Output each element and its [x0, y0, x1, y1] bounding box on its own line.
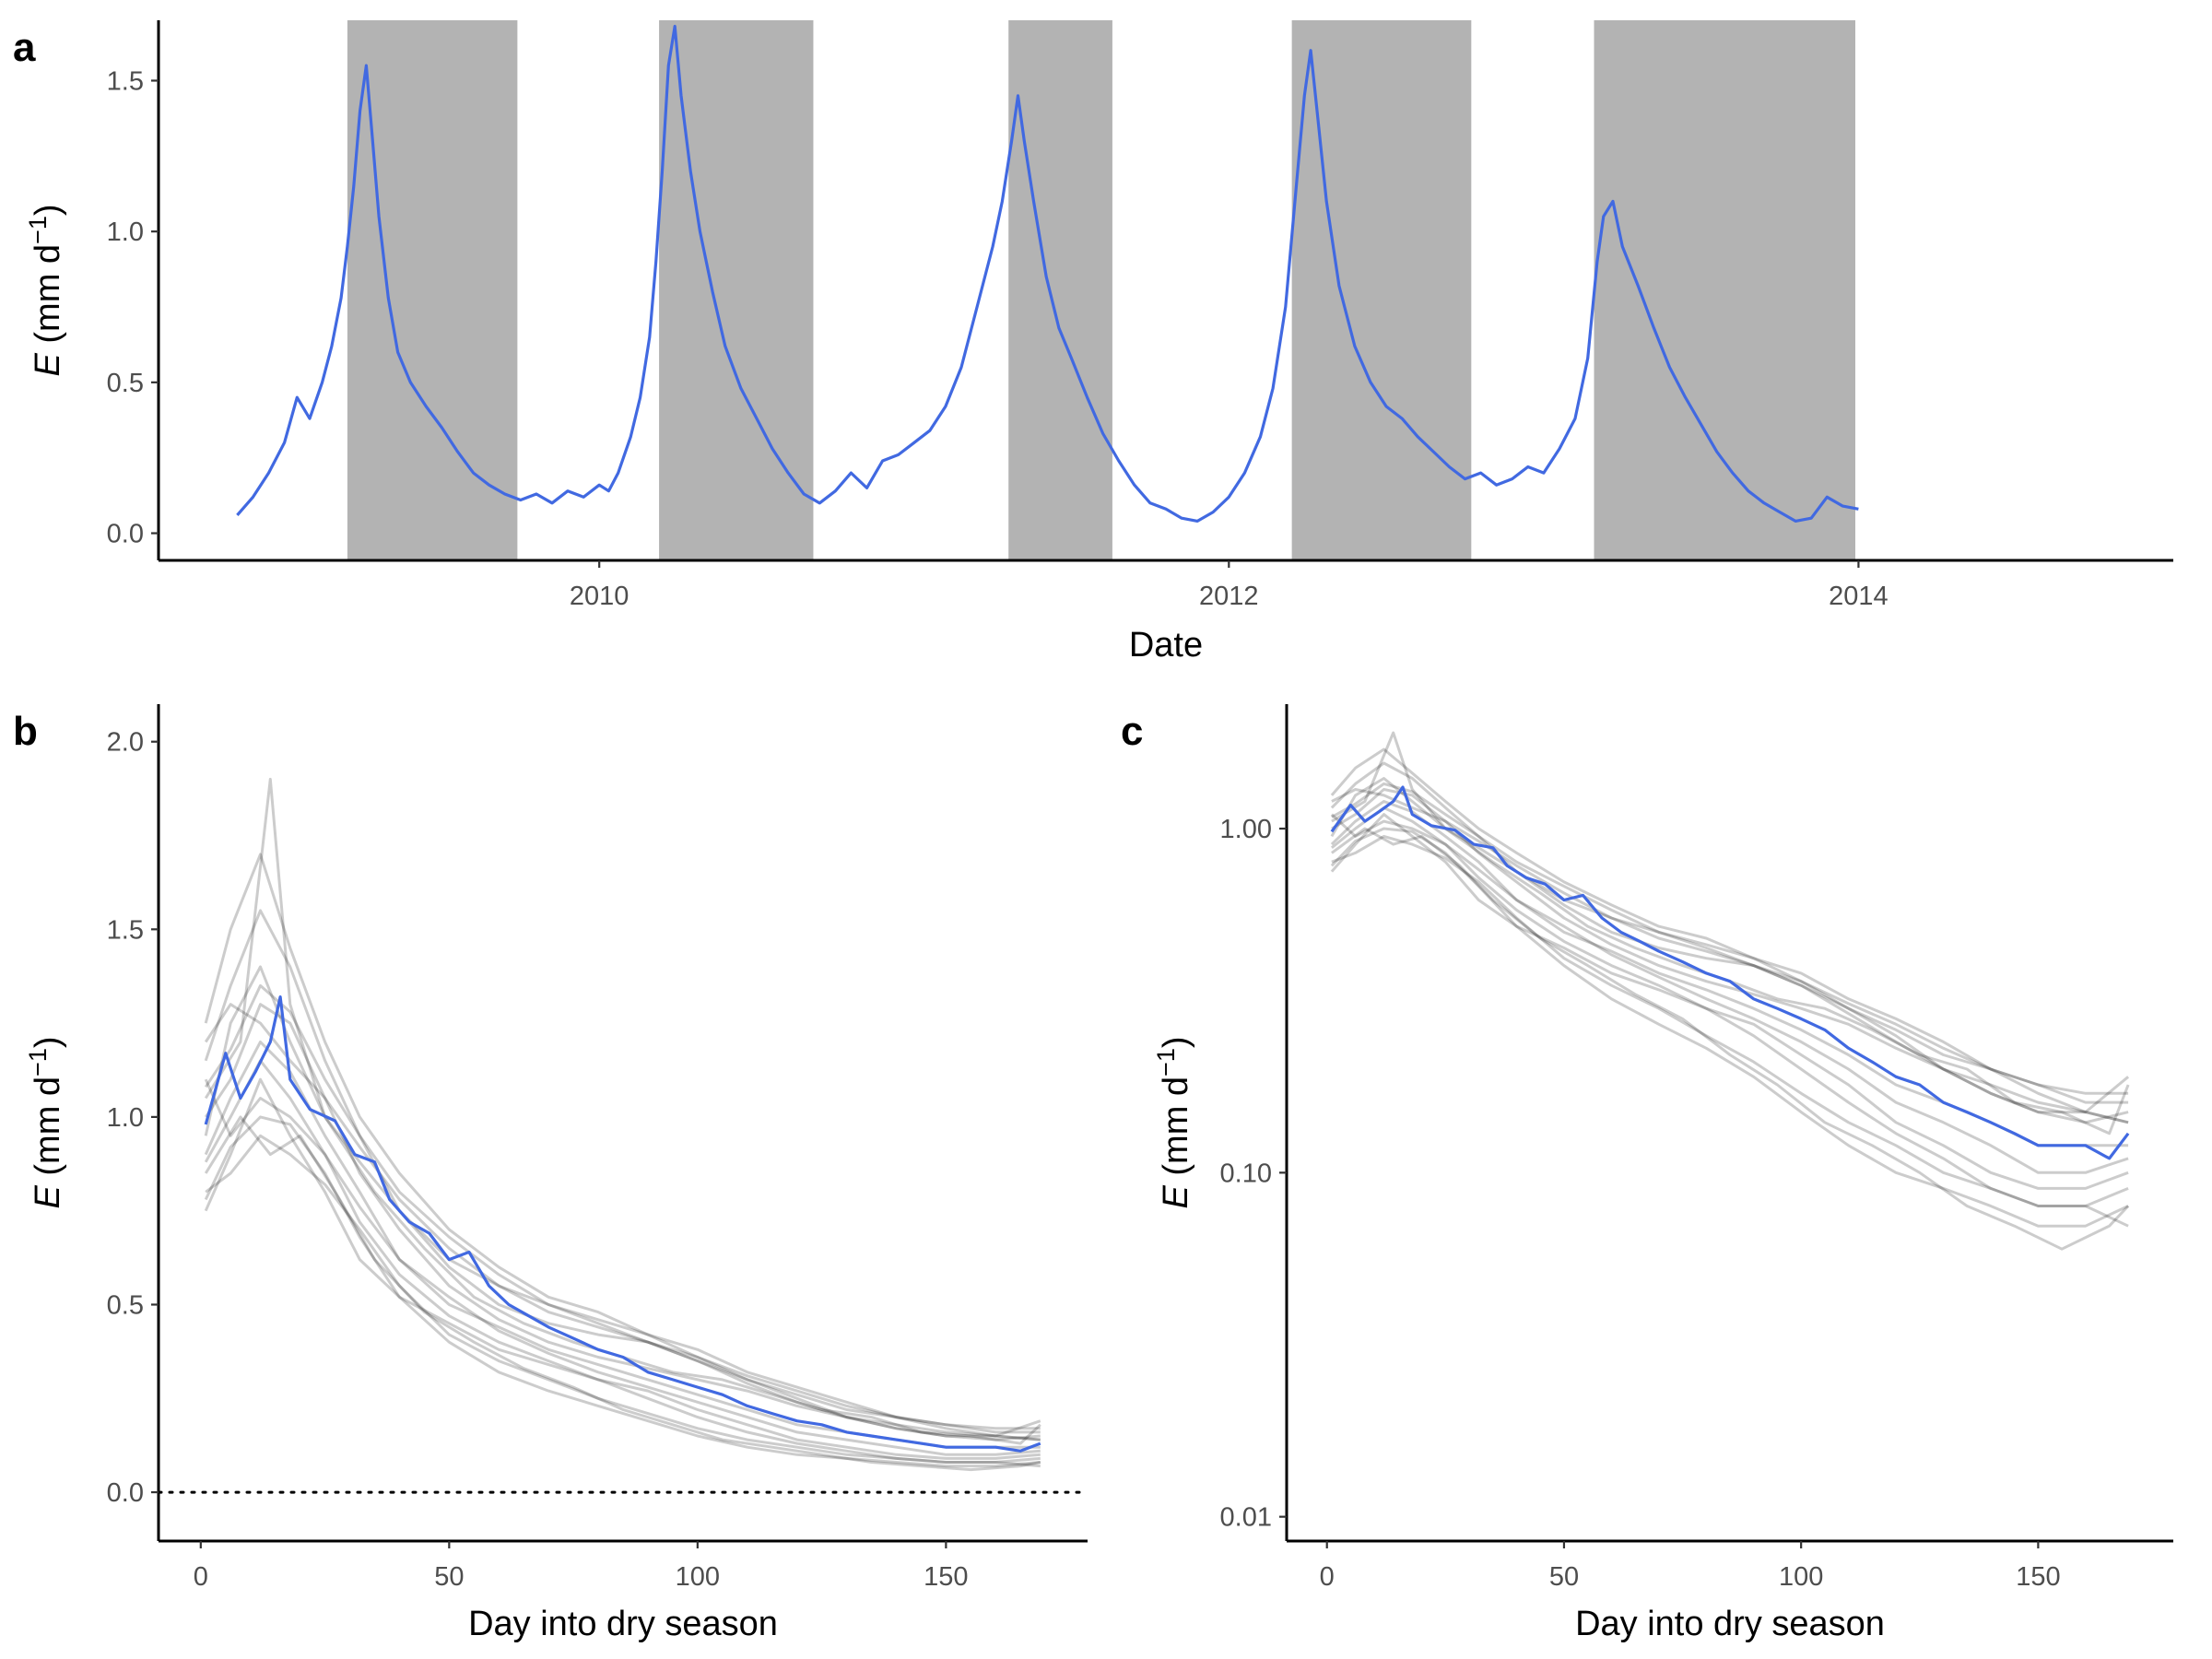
y-axis-unit: (mm d: [29, 1077, 67, 1185]
y-tick-label: 0.0: [107, 520, 144, 549]
x-tick-label: 50: [1549, 1562, 1579, 1592]
x-tick-label: 150: [924, 1562, 968, 1592]
season-trace-line: [204, 1115, 1041, 1472]
x-tick-label: 2012: [1199, 582, 1259, 611]
season-trace-line: [1330, 747, 2129, 1104]
y-axis-unit: (mm d: [1157, 1077, 1195, 1185]
mean-series-line: [1330, 785, 2130, 1160]
season-trace-line: [1331, 788, 2129, 1095]
y-axis-title: E (mm d−1): [24, 1036, 67, 1208]
plot-area: [159, 777, 1088, 1494]
x-tick-label: 2014: [1829, 582, 1888, 611]
season-trace-line: [1330, 761, 2129, 1124]
y-tick-label: 1.5: [107, 66, 144, 96]
y-axis-unit-close: ): [29, 1036, 67, 1048]
panel-b: 0.0 0.5 1.0 1.5 2.0 0 50 100 150 Day into dry sea…: [13, 704, 1088, 1643]
y-axis-variable: E: [1157, 1185, 1195, 1209]
x-axis-title: Day into dry season: [1575, 1605, 1885, 1643]
y-tick-label: 1.0: [107, 218, 144, 247]
x-tick-label: 150: [2016, 1562, 2060, 1592]
x-tick-label: 50: [434, 1562, 464, 1592]
x-axis-title: Day into dry season: [468, 1605, 778, 1643]
dry-season-band: [1594, 20, 1856, 560]
x-tick-label: 100: [1779, 1562, 1823, 1592]
dry-season-band: [1291, 20, 1472, 560]
season-trace-line: [205, 1134, 1041, 1464]
panel-label: c: [1121, 709, 1143, 754]
plot-area: [1330, 731, 2130, 1251]
y-axis-unit-exponent: −1: [1152, 1048, 1180, 1077]
x-axis-title: Date: [1129, 626, 1203, 665]
season-trace-line: [1330, 813, 2129, 1228]
season-trace-line: [1331, 834, 2129, 1207]
season-trace-line: [204, 1003, 1041, 1441]
y-tick-label: 0.0: [107, 1478, 144, 1508]
season-trace-line: [1330, 806, 2129, 1174]
dry-season-band: [347, 20, 518, 560]
season-trace-line: [1331, 731, 2130, 1135]
mean-series-line: [204, 995, 1041, 1453]
y-axis-title: E (mm d−1): [1152, 1036, 1195, 1208]
x-tick-label: 100: [676, 1562, 720, 1592]
y-axis-title: E (mm d−1): [24, 204, 67, 376]
season-trace-line: [204, 909, 1041, 1441]
y-tick-label: 0.01: [1220, 1503, 1272, 1533]
y-tick-label: 0.10: [1220, 1159, 1272, 1188]
season-trace-line: [204, 1003, 1041, 1430]
season-trace-line: [1330, 813, 2129, 1190]
panel-label: a: [13, 25, 36, 70]
panel-a: 0.0 0.5 1.0 1.5 2010 2012 2014 Date E (mm d−1) a: [13, 20, 2173, 665]
x-tick-label: 2010: [570, 582, 629, 611]
season-trace-line: [204, 965, 1041, 1438]
panel-label: b: [13, 709, 38, 754]
season-trace-line: [1331, 782, 2129, 1124]
y-tick-label: 1.5: [107, 915, 144, 945]
y-tick-label: 1.0: [107, 1103, 144, 1133]
season-trace-line: [1331, 788, 2129, 1124]
y-axis-variable: E: [29, 1185, 67, 1209]
y-axis-unit-exponent: −1: [24, 1048, 52, 1077]
y-tick-label: 0.5: [107, 1290, 144, 1320]
season-trace-line: [1331, 827, 2130, 1251]
x-tick-label: 0: [1320, 1562, 1335, 1592]
y-tick-label: 2.0: [107, 728, 144, 758]
season-trace-line: [1330, 777, 2130, 1114]
y-tick-label: 0.5: [107, 369, 144, 398]
season-trace-line: [1330, 827, 2129, 1228]
season-trace-line: [204, 1115, 1041, 1468]
panel-c: 0.01 0.10 1.00 0 50 100 150 Day into dry season…: [1121, 704, 2173, 1643]
season-trace-line: [204, 1077, 1041, 1460]
x-tick-label: 0: [194, 1562, 208, 1592]
season-trace-line: [204, 853, 1041, 1434]
y-axis-unit-close: ): [1157, 1036, 1195, 1048]
season-trace-line: [204, 983, 1041, 1441]
season-trace-line: [1330, 800, 2129, 1147]
season-trace-line: [204, 1059, 1041, 1456]
dry-season-band: [1008, 20, 1112, 560]
y-axis-unit-close: ): [29, 204, 67, 216]
y-axis-unit-exponent: −1: [24, 216, 52, 244]
y-axis-unit: (mm d: [29, 244, 67, 353]
evaporation-series-line: [236, 24, 1859, 523]
y-tick-label: 1.00: [1220, 815, 1272, 844]
plot-area: [236, 20, 1859, 560]
y-axis-variable: E: [29, 353, 67, 377]
season-trace-line: [204, 1078, 1041, 1468]
